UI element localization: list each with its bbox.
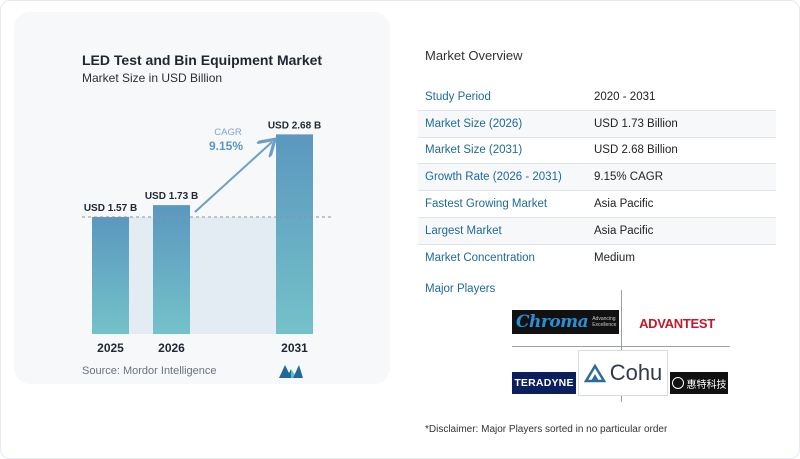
huite-mark-icon — [671, 377, 684, 389]
chroma-logo-tagline: Excellence — [592, 322, 617, 328]
overview-table: Study Period 2020 - 2031 Market Size (2026… — [418, 84, 776, 272]
data-label: USD 1.73 B — [145, 191, 198, 202]
chroma-logo: Chroma Advancing Excellence — [512, 310, 619, 334]
bar-2031 — [276, 134, 313, 334]
major-players-grid: Chroma Advancing Excellence ADVANTEST TE… — [512, 290, 730, 402]
disclaimer: *Disclaimer: Major Players sorted in no … — [425, 424, 668, 435]
overview-row-label: Growth Rate (2026 - 2031) — [425, 171, 562, 184]
grid-divider — [512, 346, 730, 347]
x-tick-label: 2026 — [158, 341, 185, 355]
data-label: USD 2.68 B — [268, 120, 321, 131]
source-label: Source: — [82, 365, 120, 377]
cagr-value: 9.15% — [209, 139, 243, 153]
cagr-arrow — [194, 142, 272, 213]
overview-row: Fastest Growing Market Asia Pacific — [418, 191, 776, 218]
overview-row-label: Market Size (2026) — [425, 117, 523, 130]
overview-row: Largest Market Asia Pacific — [418, 217, 776, 245]
overview-row-label: Fastest Growing Market — [425, 198, 548, 211]
x-tick-label: 2025 — [97, 341, 124, 355]
huite-logo-name: 惠特科技 — [686, 379, 727, 391]
overview-row-value: Asia Pacific — [594, 198, 654, 211]
mordor-logo-icon — [279, 365, 303, 378]
overview-row-value: 9.15% CAGR — [594, 171, 664, 184]
overview-row-value: 2020 - 2031 — [594, 90, 656, 103]
cohu-logo: Cohu — [578, 350, 668, 396]
overview-title: Market Overview — [425, 48, 523, 63]
teradyne-logo-name: TERADYNE — [514, 377, 574, 389]
advantest-logo-name: ADVANTEST — [639, 315, 715, 331]
overview-row-label: Market Size (2031) — [425, 144, 523, 157]
chroma-logo-name: Chroma — [516, 312, 589, 332]
chart-title: LED Test and Bin Equipment Market — [82, 52, 323, 68]
cohu-logo-name: Cohu — [609, 360, 663, 385]
chart-source: Source: Mordor Intelligence — [82, 365, 217, 377]
cohu-mark-icon — [583, 363, 606, 383]
overview-row: Market Size (2031) USD 2.68 Billion — [418, 137, 776, 165]
overview-row-label: Market Concentration — [425, 252, 535, 265]
overview-row-value: USD 1.73 Billion — [594, 117, 678, 130]
cagr-label: CAGR — [214, 127, 242, 138]
overview-row: Market Concentration Medium — [418, 244, 776, 272]
overview-row-value: Medium — [594, 252, 635, 265]
overview-row: Study Period 2020 - 2031 — [418, 84, 776, 111]
x-tick-label: 2031 — [281, 341, 308, 355]
advantest-logo: ADVANTEST — [624, 312, 730, 334]
data-label: USD 1.57 B — [84, 203, 137, 214]
overview-row-value: Asia Pacific — [594, 224, 654, 237]
overview-row-value: USD 2.68 Billion — [594, 144, 678, 157]
chart-subtitle: Market Size in USD Billion — [82, 71, 223, 85]
overview-row-label: Study Period — [425, 90, 491, 103]
bar-2025 — [92, 217, 129, 334]
overview-row: Growth Rate (2026 - 2031) 9.15% CAGR — [418, 164, 776, 192]
bar-chart: USD 1.57 B 2025 USD 1.73 B 2026 USD 2.68 B 20… — [82, 120, 332, 355]
bar-2026 — [153, 205, 190, 334]
overview-row: Market Size (2026) USD 1.73 Billion — [418, 110, 776, 138]
overview-row-label: Largest Market — [425, 224, 502, 237]
chroma-logo-tagline: Advancing — [592, 316, 616, 322]
teradyne-logo: TERADYNE — [512, 372, 576, 394]
huite-logo: 惠特科技 — [670, 372, 728, 394]
source-text: Mordor Intelligence — [122, 365, 217, 377]
players-title: Major Players — [425, 283, 496, 295]
